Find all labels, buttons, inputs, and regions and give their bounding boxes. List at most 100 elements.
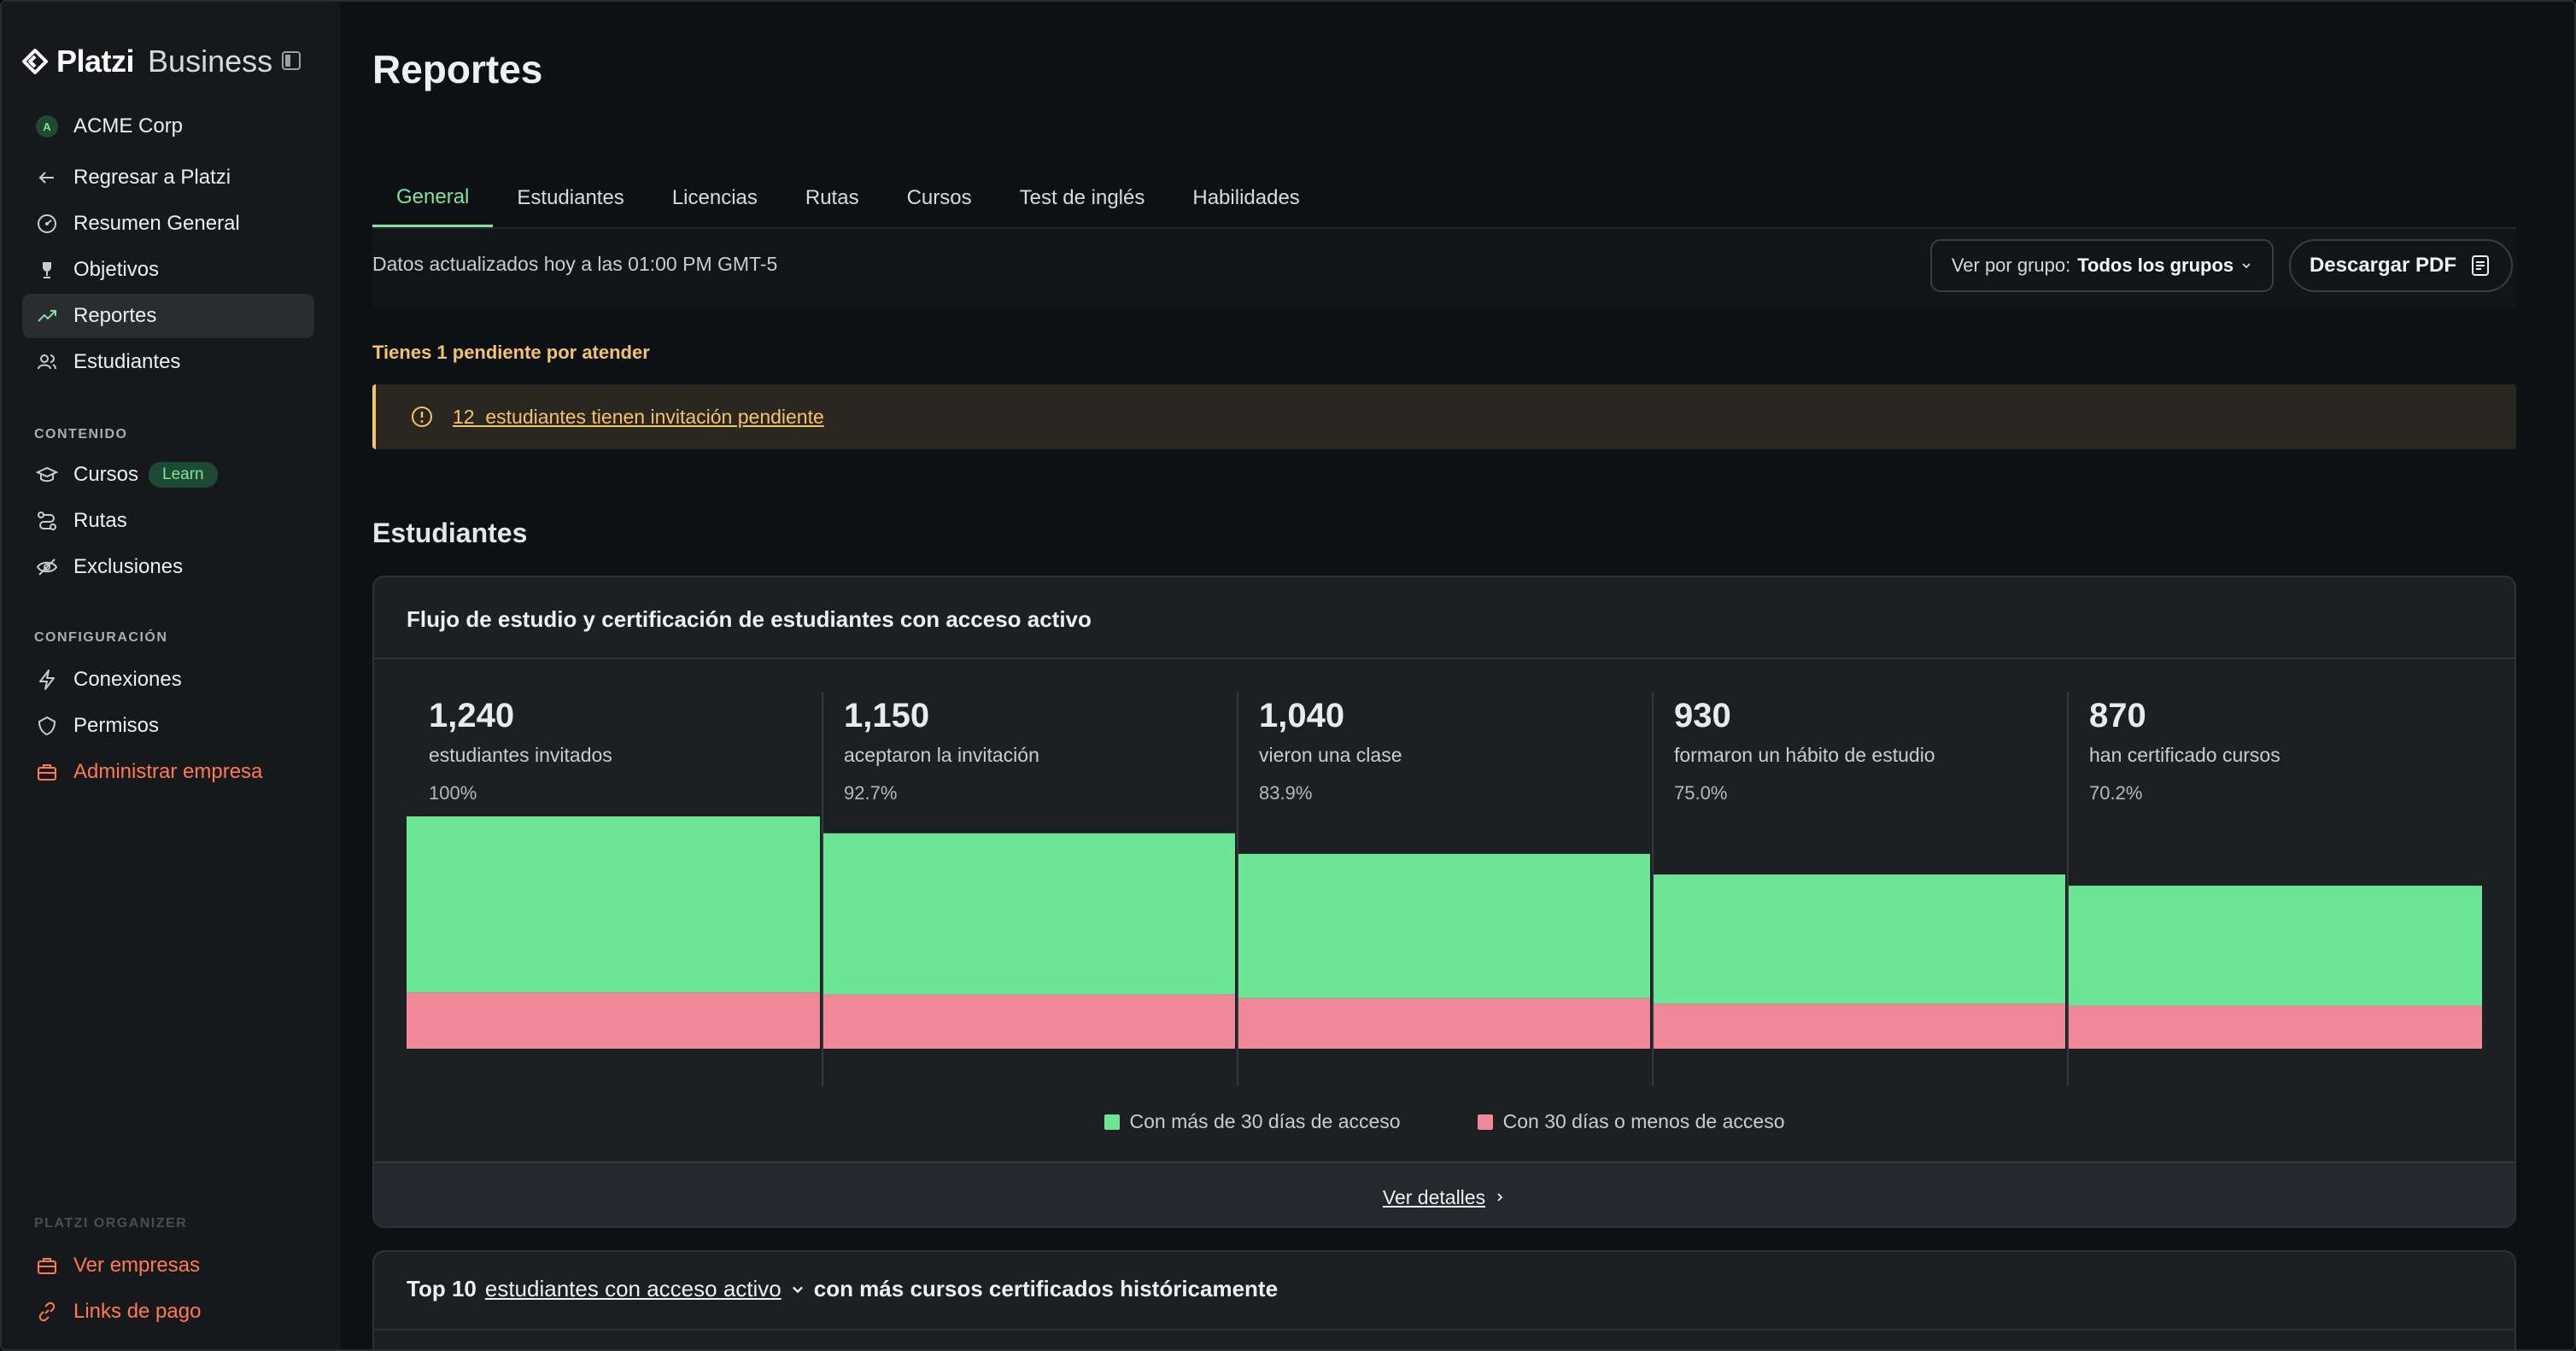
sidebar-item-courses[interactable]: Cursos Learn: [22, 453, 314, 497]
sidebar-item-exclusions[interactable]: Exclusiones: [22, 545, 314, 589]
view-details-link[interactable]: Ver detalles: [1383, 1186, 1506, 1209]
legend-swatch: [1477, 1114, 1493, 1130]
sidebar-collapse-icon[interactable]: [280, 50, 302, 72]
stat-invited: 1,240 estudiantes invitados 100%: [429, 697, 612, 804]
view-details-label: Ver detalles: [1382, 1185, 1486, 1208]
student-scope-dropdown[interactable]: estudiantes con acceso activo: [485, 1276, 782, 1302]
student-scope-label: estudiantes con acceso activo: [484, 1276, 782, 1301]
link-icon: [38, 1301, 56, 1322]
sidebar-item-label: Ver empresas: [73, 1254, 201, 1277]
bar-segment-30-or-less-3: [1654, 1003, 2065, 1049]
users-icon: [38, 354, 56, 370]
section-label-content: CONTENIDO: [34, 427, 128, 442]
stat-study-habit: 930 formaron un hábito de estudio 75.0%: [1674, 697, 1935, 804]
brand-name: Platzi: [56, 44, 135, 79]
tab-general[interactable]: General: [372, 169, 494, 227]
group-filter-label: Ver por grupo:: [1951, 254, 2071, 276]
tab-students[interactable]: Estudiantes: [517, 186, 624, 209]
pending-invitations-link[interactable]: 12 estudiantes tienen invitación pendien…: [453, 406, 824, 429]
tab-courses[interactable]: Cursos: [906, 186, 972, 209]
learn-badge: Learn: [149, 462, 218, 488]
arrow-left-icon: [38, 172, 54, 184]
sidebar-item-objectives[interactable]: Objetivos: [22, 248, 314, 292]
funnel-card-footer: Ver detalles: [374, 1161, 2515, 1226]
column-divider: [1652, 692, 1654, 1086]
top10-suffix: con más cursos certificados históricamen…: [813, 1276, 1279, 1301]
stat-certified: 870 han certificado cursos 70.2%: [2089, 697, 2280, 804]
group-filter-dropdown[interactable]: Ver por grupo: Todos los grupos: [1930, 239, 2274, 292]
bar-segment-30-or-less-1: [823, 994, 1235, 1049]
group-filter-value: Todos los grupos: [2077, 254, 2234, 276]
stat-label: formaron un hábito de estudio: [1674, 744, 1935, 766]
sidebar-item-overview[interactable]: Resumen General: [22, 202, 314, 246]
sidebar-item-label: Permisos: [73, 714, 160, 737]
stat-percentage: 75.0%: [1674, 782, 1728, 804]
sidebar-item-permissions[interactable]: Permisos: [22, 704, 314, 748]
report-tabs: General Estudiantes Licencias Rutas Curs…: [372, 169, 2516, 229]
top10-card: Top 10 estudiantes con acceso activo con…: [372, 1250, 2516, 1349]
sidebar-item-label: Rutas: [73, 509, 127, 532]
graduation-cap-icon: [36, 466, 58, 482]
chevron-down-icon: [2242, 263, 2251, 269]
legend-label: Con más de 30 días de acceso: [1129, 1110, 1401, 1132]
sidebar-item-manage-company[interactable]: Administrar empresa: [22, 750, 314, 794]
shield-icon: [38, 716, 56, 736]
stat-number: 870: [2089, 697, 2146, 734]
top10-card-title: Top 10 estudiantes con acceso activo con…: [407, 1276, 1278, 1302]
pending-banner: 12 estudiantes tienen invitación pendien…: [372, 384, 2516, 449]
stat-number: 930: [1674, 697, 1731, 734]
stat-percentage: 83.9%: [1259, 782, 1313, 804]
platzi-logo-icon: [22, 49, 48, 74]
stat-label: aceptaron la invitación: [844, 744, 1039, 766]
funnel-card: Flujo de estudio y certificación de estu…: [372, 576, 2516, 1228]
sidebar-item-label: Objetivos: [73, 258, 160, 281]
stat-label: vieron una clase: [1259, 744, 1402, 766]
brand-logo[interactable]: Platzi Business: [22, 43, 272, 80]
company-switcher[interactable]: A ACME Corp: [22, 104, 314, 149]
sidebar-item-label: Cursos: [73, 463, 139, 486]
eye-off-icon: [36, 559, 58, 576]
sidebar-item-payment-links[interactable]: Links de pago: [22, 1290, 314, 1334]
download-pdf-label: Descargar PDF: [2309, 254, 2457, 277]
stat-percentage: 70.2%: [2089, 782, 2143, 804]
chevron-down-icon[interactable]: [790, 1282, 805, 1297]
sidebar-item-label: Regresar a Platzi: [73, 166, 231, 189]
pending-text: estudiantes tienen invitación pendiente: [485, 405, 824, 428]
route-icon: [38, 512, 56, 530]
pending-count: 12: [453, 405, 475, 428]
bar-segment-over-30-1: [823, 833, 1235, 995]
stat-accepted: 1,150 aceptaron la invitación 92.7%: [844, 697, 1039, 804]
sidebar-item-view-companies[interactable]: Ver empresas: [22, 1243, 314, 1288]
briefcase-icon: [38, 764, 56, 781]
tab-skills[interactable]: Habilidades: [1192, 186, 1300, 209]
sidebar-item-reports[interactable]: Reportes: [22, 294, 314, 338]
sidebar-item-label: Estudiantes: [73, 350, 181, 373]
dashboard-icon: [38, 214, 56, 233]
trophy-icon: [43, 262, 51, 278]
download-pdf-button[interactable]: Descargar PDF: [2289, 239, 2513, 292]
bar-segment-30-or-less-2: [1238, 997, 1650, 1049]
main-content: Reportes General Estudiantes Licencias R…: [340, 2, 2574, 1349]
sidebar-item-connections[interactable]: Conexiones: [22, 658, 314, 702]
chart-legend: Con más de 30 días de acceso Con 30 días…: [374, 1110, 2515, 1133]
stat-number: 1,240: [429, 697, 515, 734]
stat-percentage: 92.7%: [844, 782, 898, 804]
bar-segment-over-30-4: [2069, 886, 2482, 1006]
tab-routes[interactable]: Rutas: [805, 186, 859, 209]
company-avatar: A: [36, 115, 58, 137]
sidebar-item-students[interactable]: Estudiantes: [22, 340, 314, 384]
tab-english-test[interactable]: Test de inglés: [1019, 186, 1145, 209]
sidebar-item-back-to-platzi[interactable]: Regresar a Platzi: [22, 155, 314, 200]
stat-label: estudiantes invitados: [429, 744, 612, 766]
stat-percentage: 100%: [429, 782, 477, 804]
card-divider: [374, 658, 2515, 659]
bar-segment-over-30-0: [407, 816, 820, 993]
stat-number: 1,040: [1259, 697, 1345, 734]
legend-item-over-30: Con más de 30 días de acceso: [1104, 1110, 1401, 1133]
sidebar-item-label: Administrar empresa: [73, 760, 263, 783]
tab-licenses[interactable]: Licencias: [671, 186, 758, 209]
section-label-config: CONFIGURACIÓN: [34, 630, 168, 645]
legend-swatch: [1104, 1114, 1120, 1130]
sidebar-item-routes[interactable]: Rutas: [22, 499, 314, 543]
